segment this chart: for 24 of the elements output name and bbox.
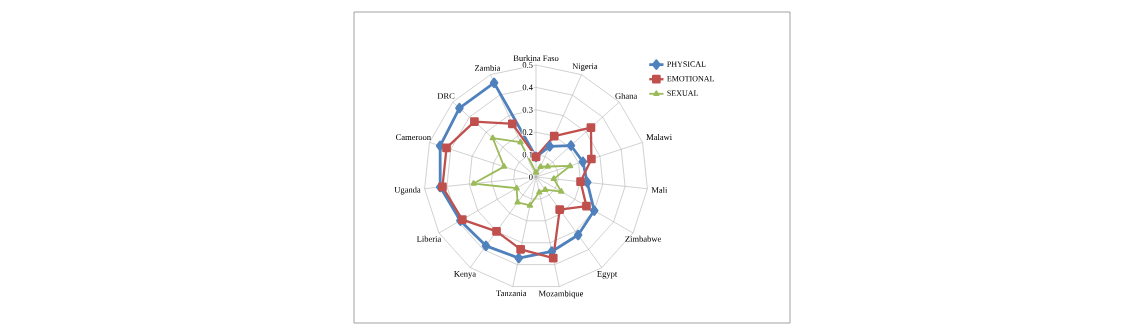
legend-label: SEXUAL <box>667 90 698 96</box>
spoke-label: Kenya <box>454 271 476 279</box>
legend-label: PHYSICAL <box>667 61 706 67</box>
y-tick-label: 0.1 <box>522 151 533 158</box>
y-tick-label: 0 <box>529 174 533 180</box>
y-tick-label: 0.2 <box>522 129 533 136</box>
spoke-label: Tanzania <box>496 290 527 297</box>
spoke-label: Ghana <box>615 92 638 99</box>
spoke-label: Mozambique <box>538 290 584 299</box>
spoke-label: DRC <box>437 93 455 99</box>
spoke-label: Mali <box>651 186 668 193</box>
spoke-label: Uganda <box>394 186 421 195</box>
spoke-label: Zambia <box>474 64 501 71</box>
spoke-label: Malawi <box>646 134 672 140</box>
y-tick-label: 0.3 <box>522 106 533 113</box>
spoke-label: Zimbabwe <box>625 235 661 242</box>
spoke-label: Egypt <box>597 271 618 279</box>
spoke-label: Cameroon <box>395 134 431 140</box>
y-tick-label: 0.4 <box>522 84 533 91</box>
y-tick-label: 0.5 <box>522 62 533 68</box>
spoke-label: Liberia <box>416 235 442 242</box>
spoke-label: Burkina Faso <box>513 55 559 62</box>
spoke-label: Nigeria <box>572 63 598 71</box>
legend-label: EMOTIONAL <box>667 75 714 82</box>
